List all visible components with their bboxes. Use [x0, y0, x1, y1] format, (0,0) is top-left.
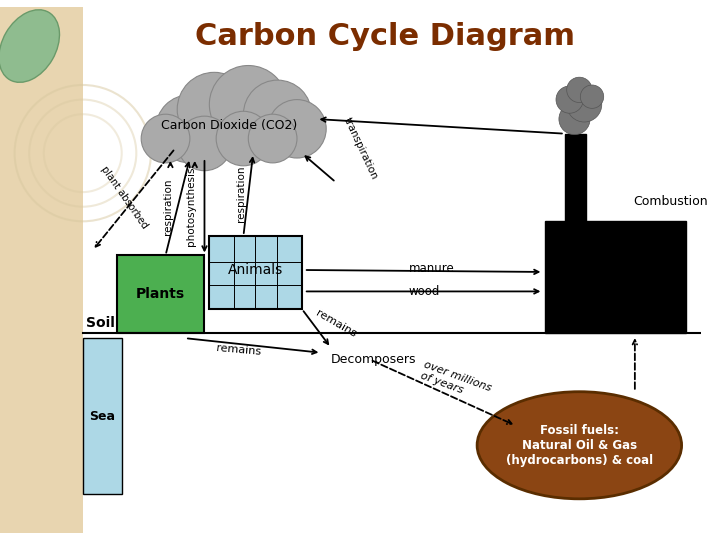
Text: plant absorbed: plant absorbed — [99, 164, 150, 230]
Circle shape — [177, 116, 232, 171]
Circle shape — [559, 104, 590, 134]
Text: wood: wood — [409, 285, 441, 298]
Bar — [0, 7, 83, 533]
Text: photosynthesis: photosynthesis — [186, 167, 196, 246]
Text: Animals: Animals — [228, 263, 283, 277]
Text: Carbon Cycle Diagram: Carbon Cycle Diagram — [194, 22, 575, 51]
Bar — [545, 221, 686, 333]
Text: respiration: respiration — [236, 166, 246, 222]
Circle shape — [141, 114, 190, 163]
Bar — [210, 236, 302, 309]
Text: Plants: Plants — [136, 287, 185, 301]
Text: Carbon Dioxide (CO2): Carbon Dioxide (CO2) — [161, 119, 297, 132]
Text: over millions
of years: over millions of years — [419, 360, 493, 404]
Text: Sea: Sea — [89, 409, 115, 423]
Text: remains: remains — [216, 343, 261, 357]
Circle shape — [177, 72, 251, 146]
Circle shape — [567, 77, 592, 103]
Text: transpiration: transpiration — [341, 116, 379, 181]
Circle shape — [268, 99, 326, 158]
Circle shape — [216, 111, 271, 166]
Circle shape — [580, 85, 603, 109]
Circle shape — [210, 65, 287, 144]
Circle shape — [556, 86, 583, 113]
Text: Combustion: Combustion — [633, 195, 708, 208]
Text: Fossil fuels:
Natural Oil & Gas
(hydrocarbons) & coal: Fossil fuels: Natural Oil & Gas (hydroca… — [505, 424, 653, 467]
Text: Decomposers: Decomposers — [331, 353, 417, 366]
Bar — [117, 255, 204, 333]
Circle shape — [567, 87, 602, 122]
Text: remains: remains — [314, 308, 358, 339]
Bar — [83, 338, 122, 494]
Text: manure: manure — [409, 261, 455, 274]
Circle shape — [243, 80, 312, 148]
Bar — [564, 134, 586, 221]
Text: Soil: Soil — [86, 316, 114, 330]
Ellipse shape — [0, 10, 60, 82]
Ellipse shape — [477, 392, 682, 499]
Bar — [83, 7, 701, 533]
Text: respiration: respiration — [163, 178, 174, 235]
Circle shape — [156, 94, 224, 163]
Circle shape — [248, 114, 297, 163]
